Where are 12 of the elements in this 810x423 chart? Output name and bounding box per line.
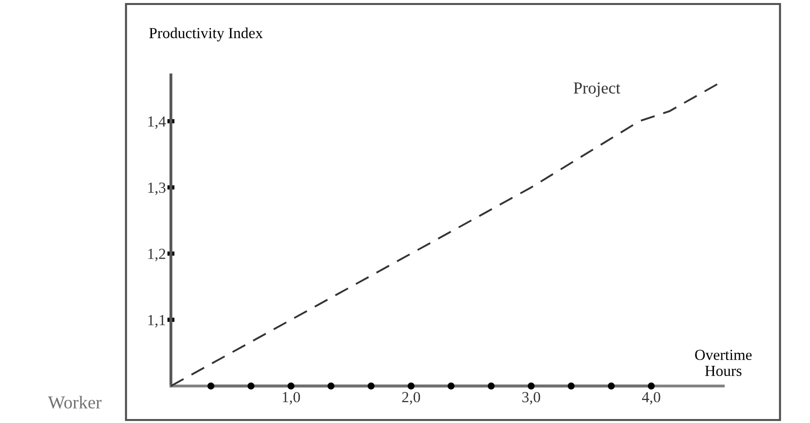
y-tick-label: 1,2: [148, 248, 166, 262]
x-axis-title: Overtime Hours: [695, 350, 752, 376]
x-tick-label: 4,0: [642, 392, 660, 404]
x-tick-label: 1,0: [282, 392, 300, 404]
text: Worker: [48, 396, 102, 409]
y-tick-label: 1,1: [148, 315, 166, 328]
y-axis-title: Productivity Index: [149, 27, 263, 42]
x-tick-label: 3,0: [522, 392, 540, 404]
y-tick-label: 1,4: [148, 116, 166, 129]
y-tick-label: 1,3: [148, 182, 166, 196]
series-label: Project: [574, 82, 620, 97]
x-tick-label: 2,0: [402, 392, 420, 404]
